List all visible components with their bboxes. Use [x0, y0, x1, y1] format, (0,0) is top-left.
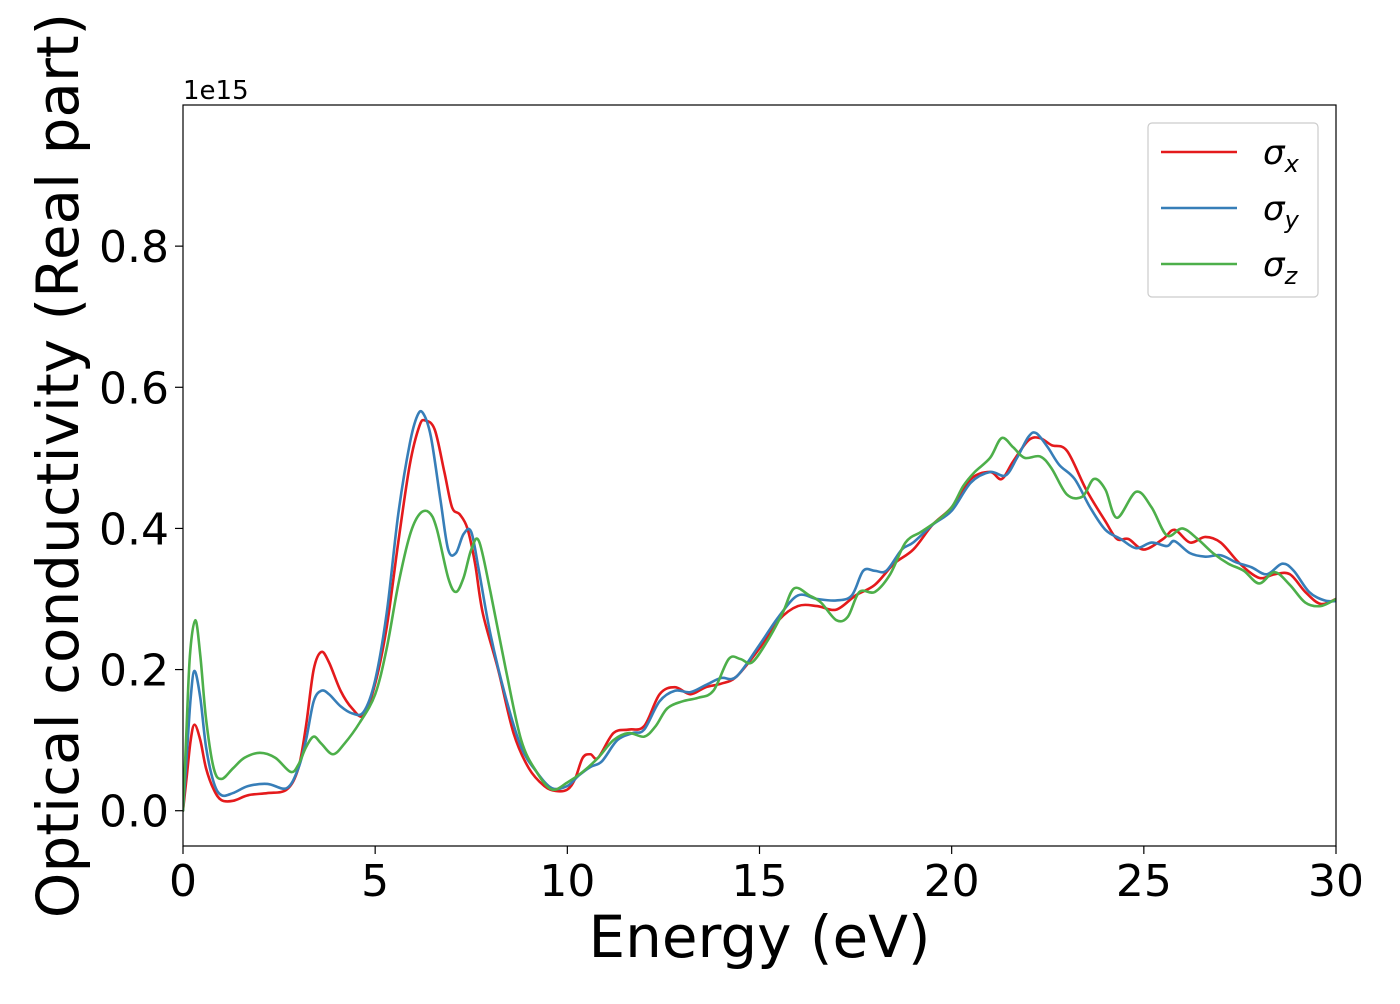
- x-tick-label: 10: [539, 856, 595, 907]
- legend-label-z: σz: [1263, 245, 1299, 290]
- legend: σx σy σz: [1147, 122, 1319, 298]
- y-tick-label: 0.6: [99, 363, 169, 414]
- x-axis-label: Energy (eV): [588, 903, 930, 971]
- x-tick-label: 30: [1308, 856, 1364, 907]
- x-tick-label: 20: [924, 856, 980, 907]
- legend-label-x: σx: [1263, 133, 1300, 178]
- y-tick-label: 0.4: [99, 504, 169, 555]
- x-tick-label: 25: [1116, 856, 1172, 907]
- series-layer: [183, 409, 1336, 813]
- x-tick-label: 15: [732, 856, 788, 907]
- y-offset-label: 1e15: [183, 76, 249, 106]
- series-line-y: [183, 409, 1336, 813]
- y-tick-label: 0.0: [99, 787, 169, 838]
- x-tick-label: 0: [169, 856, 197, 907]
- y-axis: 0.0 0.2 0.4 0.6 0.8: [99, 222, 183, 838]
- x-tick-label: 5: [361, 856, 389, 907]
- y-tick-label: 0.8: [99, 222, 169, 273]
- y-axis-label: Optical conductivity (Real part): [24, 13, 92, 918]
- legend-label-y: σy: [1263, 189, 1300, 234]
- legend-box: [1147, 122, 1319, 298]
- series-line-x: [183, 418, 1336, 813]
- x-axis: 0 5 10 15 20 25 30: [169, 846, 1364, 907]
- y-tick-label: 0.2: [99, 646, 169, 697]
- series-line-z: [183, 436, 1336, 813]
